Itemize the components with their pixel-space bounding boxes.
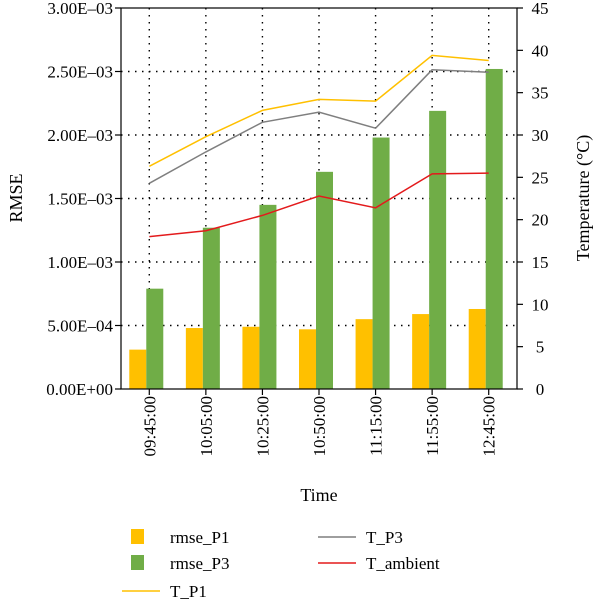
right-tick-label: 25 — [532, 168, 549, 187]
legend-label-T_P3: T_P3 — [366, 528, 403, 547]
line-T_P1 — [148, 54, 489, 167]
y-left-label: RMSE — [6, 173, 26, 222]
legend: rmse_P1 T_P3 rmse_P3 T_ambient T_P1 — [122, 528, 440, 601]
bar-rmse_P3 — [259, 204, 277, 389]
bar-rmse_P1 — [412, 314, 430, 389]
bar-rmse_P1 — [242, 326, 260, 389]
bar-rmse_P3 — [316, 171, 333, 389]
line-T_ambient — [149, 172, 489, 238]
bar-rmse_P3 — [429, 110, 447, 390]
left-tick-label: 3.00E–03 — [47, 0, 113, 18]
right-tick-label: 45 — [532, 0, 549, 18]
x-tick-label: 10:05:00 — [197, 396, 216, 456]
legend-label-T_P1: T_P1 — [170, 582, 207, 601]
legend-label-rmse_P1: rmse_P1 — [170, 528, 230, 547]
legend-label-T_ambient: T_ambient — [366, 554, 440, 573]
left-tick-label: 2.00E–03 — [47, 126, 113, 145]
line-T_P3 — [148, 69, 489, 184]
right-axis-ticks: 0 5 10 15 20 25 30 35 40 45 — [517, 0, 549, 399]
bar-rmse_P3 — [202, 227, 220, 389]
right-tick-label: 10 — [532, 295, 549, 314]
left-tick-label: 1.50E–03 — [47, 190, 113, 209]
right-tick-label: 5 — [536, 338, 545, 357]
x-axis-label: Time — [300, 485, 337, 505]
bar-rmse_P3 — [146, 288, 164, 389]
left-tick-label: 5.00E–04 — [47, 317, 113, 336]
x-tick-label: 10:50:00 — [310, 396, 329, 456]
x-axis-ticks: 09:45:00 10:05:00 10:25:00 10:50:00 11:15:00… — [140, 389, 499, 456]
bar-rmse_P1 — [129, 349, 147, 389]
legend-label-rmse_P3: rmse_P3 — [170, 554, 230, 573]
right-tick-label: 15 — [532, 253, 549, 272]
left-tick-label: 2.50E–03 — [47, 63, 113, 82]
left-tick-label: 0.00E+00 — [46, 380, 113, 399]
lines — [148, 54, 489, 238]
bars — [129, 68, 503, 390]
legend-swatch-rmse_P3 — [131, 555, 144, 570]
left-tick-label: 1.00E–03 — [47, 253, 113, 272]
right-tick-label: 40 — [532, 41, 549, 60]
x-tick-label: 11:55:00 — [423, 396, 442, 456]
right-tick-label: 35 — [532, 84, 549, 103]
bar-rmse_P3 — [485, 68, 503, 390]
x-tick-label: 09:45:00 — [140, 396, 159, 456]
right-tick-label: 30 — [532, 126, 549, 145]
x-tick-label: 11:15:00 — [367, 396, 386, 456]
y-right-label: Temperature (°C) — [573, 135, 594, 261]
x-tick-label: 10:25:00 — [253, 396, 272, 456]
legend-swatch-rmse_P1 — [131, 529, 144, 544]
bar-rmse_P1 — [468, 308, 486, 389]
right-tick-label: 0 — [536, 380, 545, 399]
right-tick-label: 20 — [532, 211, 549, 230]
bar-rmse_P3 — [372, 137, 390, 389]
bar-rmse_P1 — [299, 329, 316, 389]
bar-rmse_P1 — [355, 319, 373, 389]
bar-rmse_P1 — [185, 328, 203, 389]
left-axis-ticks: 0.00E+00 5.00E–04 1.00E–03 1.50E–03 2.00E–03… — [46, 0, 121, 399]
x-tick-label: 12:45:00 — [480, 396, 499, 456]
